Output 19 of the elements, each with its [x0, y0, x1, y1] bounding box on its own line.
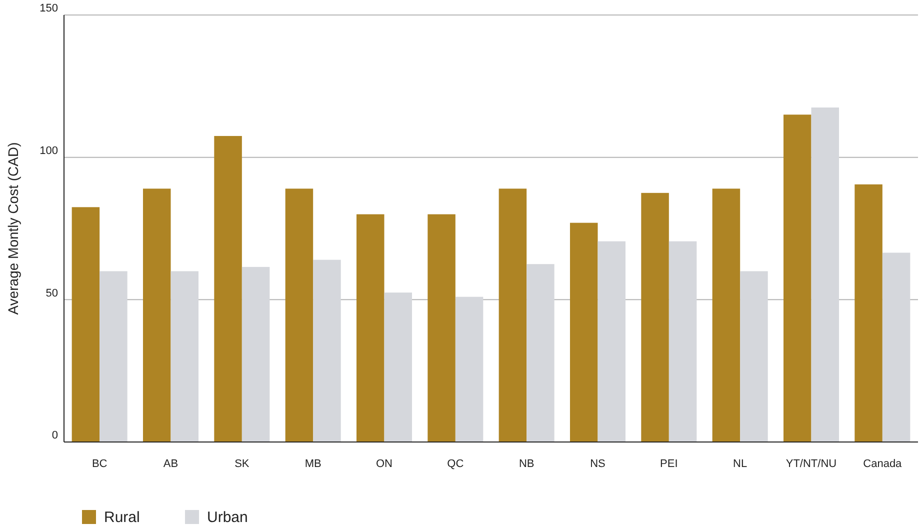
x-tick-label: MB — [304, 458, 322, 470]
x-tick-label: YT/NT/NU — [786, 458, 837, 470]
x-tick-label: ON — [376, 458, 393, 470]
y-tick-label: 0 — [52, 430, 58, 442]
x-tick-label: Canada — [863, 458, 903, 470]
y-tick-label: 150 — [40, 2, 58, 15]
x-tick-label: SK — [234, 458, 250, 470]
legend-label: Urban — [207, 509, 248, 526]
x-tick-label: BC — [92, 458, 108, 470]
y-axis-title: Average Montly Cost (CAD) — [5, 142, 21, 315]
x-tick-label: NB — [518, 458, 534, 470]
y-tick-label: 100 — [40, 145, 58, 158]
x-tick-label: NS — [590, 458, 606, 470]
x-tick-label: AB — [163, 458, 178, 470]
x-tick-label: PEI — [660, 458, 678, 470]
y-tick-label: 50 — [46, 287, 58, 300]
x-tick-label: QC — [447, 458, 464, 470]
legend-label: Rural — [104, 509, 140, 526]
x-tick-label: NL — [733, 458, 748, 470]
